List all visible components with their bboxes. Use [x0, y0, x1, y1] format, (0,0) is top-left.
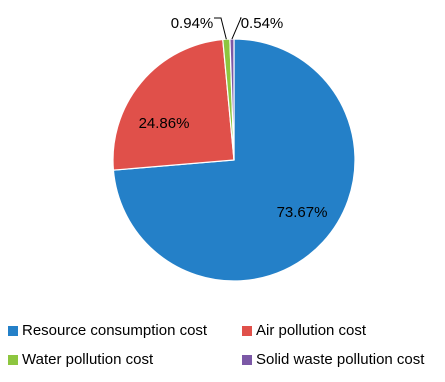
leader-line [214, 17, 227, 40]
data-label: 24.86% [139, 115, 190, 132]
legend-item-air-pollution: Air pollution cost [242, 322, 366, 339]
data-label: 73.67% [277, 204, 328, 221]
legend-label: Water pollution cost [22, 351, 154, 368]
data-label: 0.94% [171, 15, 214, 32]
pie-slices [112, 38, 356, 282]
legend-swatch [8, 354, 18, 365]
leader-lines [214, 17, 242, 40]
legend-swatch [242, 325, 252, 336]
pie-chart: 73.67% 24.86% 0.94% 0.54% [112, 15, 356, 282]
legend-label: Solid waste pollution cost [256, 351, 425, 368]
pie-slice [112, 38, 235, 171]
legend-swatch [242, 354, 252, 365]
legend-item-resource-consumption: Resource consumption cost [8, 322, 207, 339]
leader-line [231, 17, 242, 40]
legend-item-water-pollution: Water pollution cost [8, 351, 153, 368]
legend-item-solid-waste: Solid waste pollution cost [242, 351, 424, 368]
legend-label: Air pollution cost [256, 322, 367, 339]
legend-swatch [8, 325, 18, 336]
data-label: 0.54% [241, 15, 284, 32]
legend-label: Resource consumption cost [22, 322, 208, 339]
data-labels: 73.67% 24.86% 0.94% 0.54% [139, 15, 328, 221]
